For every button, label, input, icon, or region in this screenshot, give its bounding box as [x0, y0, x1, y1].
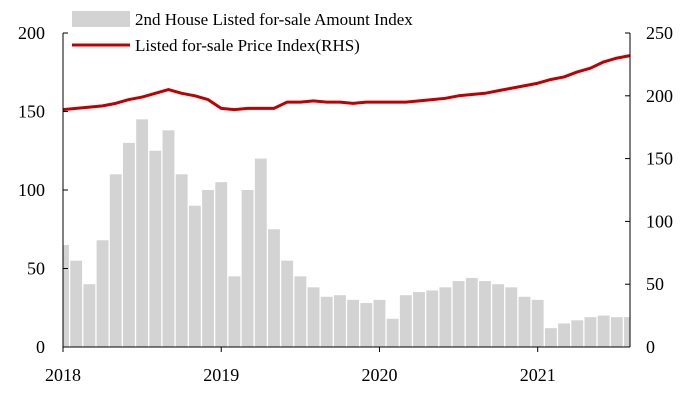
right-tick-label: 150	[646, 149, 673, 169]
legend-label-bar: 2nd House Listed for-sale Amount Index	[135, 10, 413, 29]
bar	[268, 229, 280, 347]
bar	[333, 295, 346, 347]
bar	[96, 240, 109, 347]
bar	[465, 277, 478, 347]
bar	[492, 284, 505, 347]
left-tick-label: 100	[18, 180, 45, 200]
bar	[70, 260, 83, 347]
axes: 0 50 100 150 200 0 50 100 150 200 250 2018 2019 2020 2…	[18, 23, 673, 385]
x-tick-label: 2020	[361, 365, 397, 385]
bar	[347, 299, 360, 347]
x-tick-label: 2019	[203, 365, 239, 385]
bar	[597, 315, 610, 347]
x-tick-label: 2018	[45, 365, 81, 385]
bar	[452, 281, 465, 347]
bar	[584, 317, 597, 347]
bar	[544, 328, 557, 347]
bar	[63, 244, 69, 347]
bar	[479, 281, 491, 347]
bar	[109, 174, 122, 347]
bar	[254, 158, 267, 347]
right-tick-label: 50	[646, 274, 664, 294]
bar	[426, 290, 439, 347]
right-tick-label: 0	[646, 337, 655, 357]
legend-swatch-bar	[72, 11, 130, 27]
bar	[241, 190, 254, 347]
bar	[386, 318, 399, 347]
bar	[518, 296, 531, 347]
bar	[136, 119, 149, 347]
bar	[149, 150, 162, 347]
bar	[281, 260, 294, 347]
bar	[123, 142, 135, 347]
price-index-line	[62, 54, 631, 112]
bar	[83, 284, 96, 347]
bar	[624, 317, 630, 347]
bar	[307, 287, 320, 347]
right-tick-label: 100	[646, 211, 673, 231]
bar	[294, 276, 307, 347]
left-tick-label: 200	[18, 23, 45, 43]
bar	[228, 276, 241, 347]
line-series	[62, 54, 631, 112]
bar	[558, 323, 571, 347]
bar	[360, 303, 373, 347]
bar	[188, 205, 201, 347]
x-tick-label: 2021	[520, 365, 556, 385]
right-tick-label: 200	[646, 86, 673, 106]
right-tick-label: 250	[646, 23, 673, 43]
bar	[399, 295, 412, 347]
left-tick-label: 150	[18, 102, 45, 122]
left-tick-label: 0	[36, 337, 45, 357]
legend: 2nd House Listed for-sale Amount Index Li…	[72, 10, 413, 55]
bar	[413, 292, 425, 347]
bar	[202, 190, 214, 347]
left-tick-label: 50	[27, 259, 45, 279]
bar	[373, 299, 386, 347]
bar	[439, 287, 452, 347]
bar	[531, 299, 544, 347]
bar	[320, 296, 333, 347]
bar	[571, 320, 584, 347]
bar	[162, 130, 175, 347]
bar	[175, 174, 188, 347]
bar	[215, 182, 228, 347]
bar	[610, 317, 623, 347]
bar	[505, 287, 518, 347]
bar-series	[63, 119, 630, 347]
legend-label-line: Listed for-sale Price Index(RHS)	[135, 36, 360, 55]
